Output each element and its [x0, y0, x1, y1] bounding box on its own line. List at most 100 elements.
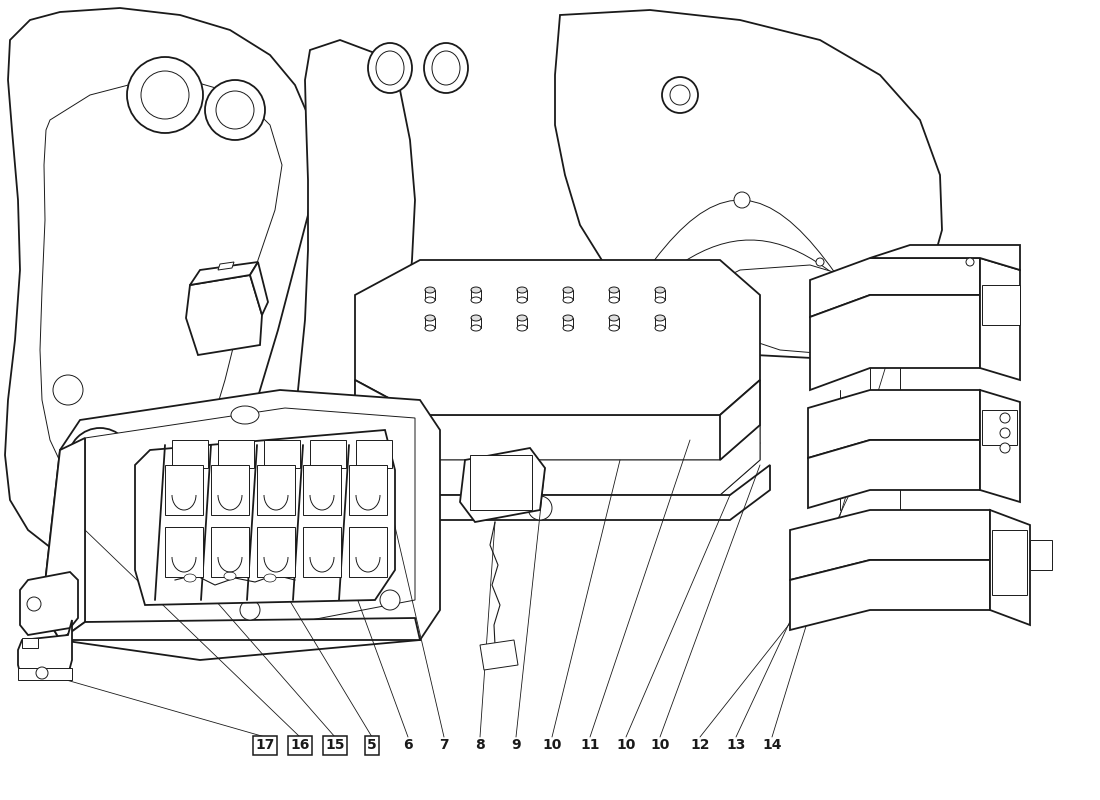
- Polygon shape: [85, 408, 415, 625]
- Ellipse shape: [264, 574, 276, 582]
- Polygon shape: [355, 425, 420, 495]
- Polygon shape: [18, 620, 72, 680]
- Polygon shape: [808, 390, 980, 458]
- Polygon shape: [218, 262, 234, 270]
- Bar: [18, 668, 72, 680]
- Text: 10: 10: [616, 738, 636, 752]
- Polygon shape: [480, 640, 518, 670]
- Polygon shape: [60, 618, 420, 640]
- Bar: [264, 440, 300, 468]
- Bar: [165, 465, 204, 515]
- Bar: [356, 440, 392, 468]
- Polygon shape: [870, 245, 1020, 270]
- Bar: [302, 527, 341, 577]
- Bar: [165, 527, 204, 577]
- Ellipse shape: [517, 315, 527, 321]
- Bar: [470, 455, 532, 510]
- Polygon shape: [295, 40, 415, 515]
- Bar: [302, 465, 341, 515]
- Ellipse shape: [471, 325, 481, 331]
- Polygon shape: [720, 380, 760, 460]
- Circle shape: [80, 440, 120, 480]
- Text: eurospares: eurospares: [154, 434, 330, 462]
- Circle shape: [36, 667, 48, 679]
- Polygon shape: [460, 448, 544, 522]
- Ellipse shape: [432, 51, 460, 85]
- Ellipse shape: [563, 297, 573, 303]
- Text: 13: 13: [726, 738, 746, 752]
- Circle shape: [141, 71, 189, 119]
- Ellipse shape: [609, 325, 619, 331]
- Bar: [218, 440, 254, 468]
- Circle shape: [670, 85, 690, 105]
- Ellipse shape: [609, 315, 619, 321]
- Bar: [992, 530, 1027, 595]
- Ellipse shape: [376, 51, 404, 85]
- Polygon shape: [186, 275, 262, 355]
- Ellipse shape: [424, 43, 468, 93]
- Ellipse shape: [517, 325, 527, 331]
- Polygon shape: [40, 82, 282, 510]
- Polygon shape: [190, 262, 258, 285]
- Polygon shape: [556, 10, 942, 358]
- Ellipse shape: [609, 297, 619, 303]
- Text: 9: 9: [512, 738, 520, 752]
- Ellipse shape: [517, 297, 527, 303]
- Bar: [349, 527, 387, 577]
- Text: 15: 15: [326, 738, 344, 752]
- Ellipse shape: [425, 287, 435, 293]
- Text: eurospares: eurospares: [572, 434, 748, 462]
- Text: 10: 10: [650, 738, 670, 752]
- Text: 12: 12: [691, 738, 710, 752]
- Polygon shape: [810, 258, 980, 317]
- Circle shape: [240, 600, 260, 620]
- Circle shape: [68, 428, 132, 492]
- Bar: [257, 465, 295, 515]
- Text: 16: 16: [290, 738, 310, 752]
- Circle shape: [1000, 428, 1010, 438]
- Ellipse shape: [654, 315, 666, 321]
- Bar: [211, 465, 249, 515]
- Text: 8: 8: [475, 738, 485, 752]
- Polygon shape: [790, 560, 990, 630]
- Ellipse shape: [231, 406, 258, 424]
- Text: eurospares: eurospares: [154, 178, 330, 206]
- Polygon shape: [980, 258, 1020, 380]
- Polygon shape: [42, 390, 440, 660]
- Polygon shape: [6, 8, 315, 575]
- Text: 6: 6: [404, 738, 412, 752]
- Text: eurospares: eurospares: [572, 178, 748, 206]
- Circle shape: [1000, 413, 1010, 423]
- Polygon shape: [355, 425, 760, 495]
- Ellipse shape: [184, 574, 196, 582]
- Text: 14: 14: [762, 738, 782, 752]
- Polygon shape: [42, 438, 85, 640]
- Ellipse shape: [425, 315, 435, 321]
- Circle shape: [53, 375, 82, 405]
- Bar: [982, 285, 1020, 325]
- Text: 17: 17: [255, 738, 275, 752]
- Circle shape: [528, 496, 552, 520]
- Ellipse shape: [563, 287, 573, 293]
- Polygon shape: [355, 260, 760, 415]
- Circle shape: [1000, 443, 1010, 453]
- Polygon shape: [790, 510, 990, 580]
- Text: 5: 5: [367, 738, 377, 752]
- Polygon shape: [355, 380, 760, 460]
- Bar: [349, 465, 387, 515]
- Circle shape: [379, 590, 400, 610]
- Ellipse shape: [368, 43, 412, 93]
- Ellipse shape: [654, 287, 666, 293]
- Polygon shape: [20, 572, 78, 635]
- Polygon shape: [990, 510, 1030, 625]
- Circle shape: [662, 77, 698, 113]
- Bar: [982, 410, 1018, 445]
- Circle shape: [28, 597, 41, 611]
- Ellipse shape: [654, 325, 666, 331]
- Ellipse shape: [425, 297, 435, 303]
- Ellipse shape: [471, 287, 481, 293]
- Ellipse shape: [224, 572, 236, 580]
- Polygon shape: [980, 390, 1020, 502]
- Bar: [22, 638, 38, 648]
- Text: 10: 10: [542, 738, 562, 752]
